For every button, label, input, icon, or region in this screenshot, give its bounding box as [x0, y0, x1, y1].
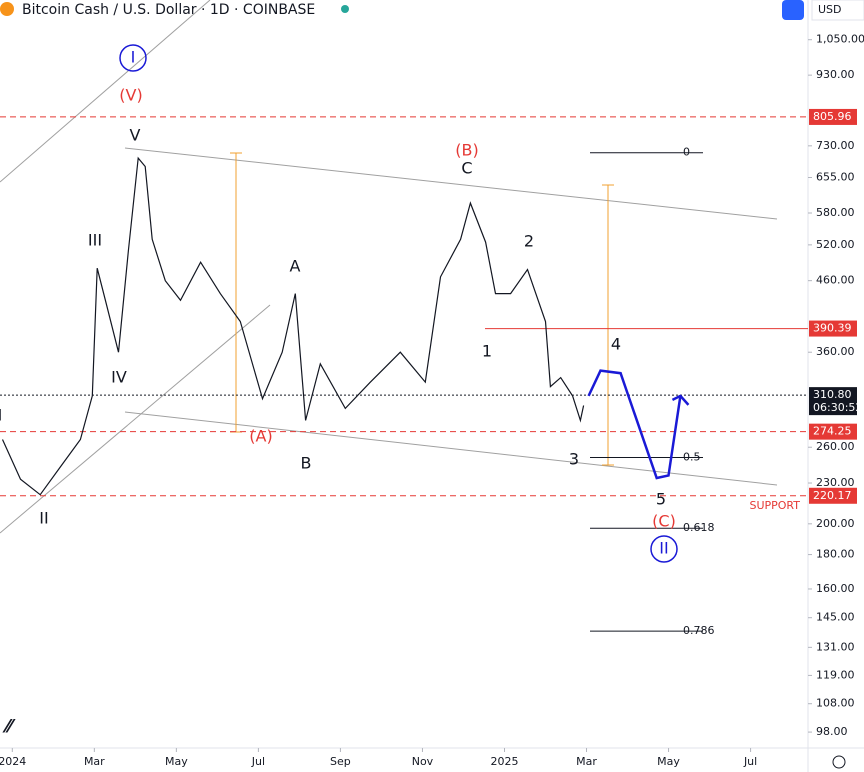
channel-top — [124, 147, 778, 220]
countdown: 06:30:52 — [813, 401, 862, 414]
wave-label: C — [461, 159, 472, 178]
wave-label: (B) — [455, 141, 478, 160]
x-tick-label: Jul — [743, 755, 757, 768]
plot — [0, 116, 808, 632]
price-label: 274.25 — [813, 425, 852, 438]
y-tick-label: 145.00 — [816, 611, 855, 624]
wave-label: I — [0, 406, 2, 425]
wave-label: 3 — [569, 450, 579, 469]
chart-title: Bitcoin Cash / U.S. Dollar · 1D · COINBA… — [22, 2, 315, 18]
y-tick-label: 580.00 — [816, 206, 855, 219]
price-label-box — [809, 487, 857, 504]
level-note: SUPPORT — [749, 499, 800, 512]
wave-label: V — [130, 126, 141, 145]
x-tick-label: May — [165, 755, 188, 768]
y-tick-label: 930.00 — [816, 68, 855, 81]
wave-label: II — [659, 539, 668, 558]
wave-label: (C) — [652, 512, 676, 531]
currency-button[interactable] — [811, 0, 864, 21]
x-tick-label: Jul — [251, 755, 265, 768]
y-tick-label: 108.00 — [816, 697, 855, 710]
x-tick-label: May — [657, 755, 680, 768]
y-tick-label: 200.00 — [816, 517, 855, 530]
y-tick-label: 119.00 — [816, 668, 855, 681]
fib-label: 0.5 — [683, 451, 701, 464]
x-tick-label: 2024 — [0, 755, 26, 768]
price-label: 390.39 — [813, 322, 852, 335]
status-dot — [341, 5, 349, 13]
y-tick-label: 131.00 — [816, 640, 855, 653]
x-tick-label: 2025 — [490, 755, 518, 768]
price-label-box — [809, 108, 857, 125]
wave-circle — [650, 535, 678, 563]
wave-label: 4 — [611, 335, 621, 354]
y-tick-label: 230.00 — [816, 476, 855, 489]
y-tick-label: 655.00 — [816, 170, 855, 183]
wave-label: 5 — [656, 490, 666, 509]
price-label: 310.80 — [813, 388, 852, 401]
wave-label: (V) — [119, 86, 142, 105]
y-tick-label: 160.00 — [816, 582, 855, 595]
symbol-icon — [0, 2, 14, 16]
x-tick-label: Mar — [576, 755, 597, 768]
x-tick-label: Sep — [330, 755, 351, 768]
fib-label: 0.786 — [683, 624, 715, 637]
currency: USD — [818, 3, 842, 16]
wave-label: III — [88, 231, 102, 250]
wave-label: 2 — [524, 232, 534, 251]
projection-line — [587, 369, 682, 480]
price-label-box — [809, 423, 857, 440]
y-tick-label: 730.00 — [816, 139, 855, 152]
price-label: 220.17 — [813, 489, 852, 502]
price-line — [1, 156, 585, 496]
y-tick-label: 460.00 — [816, 274, 855, 287]
wave-label: B — [301, 454, 312, 473]
price-label: 805.96 — [813, 110, 852, 123]
trend-line — [0, 304, 271, 534]
y-tick-label: 98.00 — [816, 725, 848, 738]
y-tick-label: 520.00 — [816, 238, 855, 251]
button[interactable] — [782, 0, 804, 20]
x-tick-label: Nov — [412, 755, 434, 768]
x-tick-label: Mar — [84, 755, 105, 768]
wave-label: 1 — [482, 342, 492, 361]
price-label-box — [809, 320, 857, 337]
y-tick-label: 1,050.00 — [816, 33, 864, 46]
wave-label: I — [131, 48, 136, 67]
wave-label: IV — [111, 368, 127, 387]
trend-line — [0, 0, 211, 183]
arrow-head — [671, 394, 690, 406]
y-tick-label: 360.00 — [816, 345, 855, 358]
y-tick-label: 260.00 — [816, 440, 855, 453]
y-tick-label: 180.00 — [816, 548, 855, 561]
wave-label: (A) — [249, 427, 272, 446]
settings-icon[interactable] — [832, 755, 846, 769]
wave-label: II — [39, 509, 48, 528]
price-label-box — [809, 387, 857, 416]
fib-label: 0 — [683, 146, 690, 159]
wave-circle — [119, 44, 147, 72]
wave-label: A — [290, 257, 301, 276]
fib-label: 0.618 — [683, 521, 715, 534]
